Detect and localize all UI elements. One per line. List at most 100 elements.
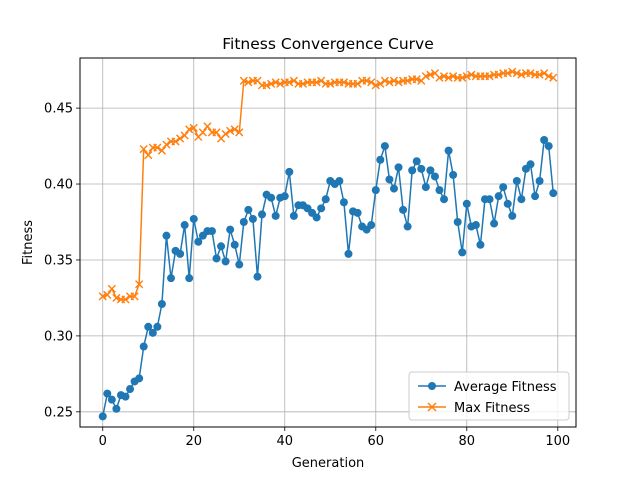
data-point (421, 183, 430, 192)
data-point (540, 136, 549, 144)
data-point (194, 237, 203, 246)
data-point (435, 186, 444, 195)
data-point (476, 240, 485, 249)
data-point (144, 151, 153, 160)
data-point (344, 249, 353, 258)
data-point (353, 208, 362, 217)
data-point (285, 78, 294, 87)
data-point (485, 195, 494, 204)
data-point (462, 72, 471, 81)
data-point (380, 142, 389, 151)
data-point (180, 221, 189, 230)
data-point (144, 322, 153, 331)
data-point (276, 79, 285, 88)
data-point (139, 342, 148, 351)
y-tick-label: 0.25 (44, 405, 73, 420)
data-point (412, 75, 421, 84)
data-point (403, 222, 412, 231)
data-point (107, 284, 116, 293)
data-point (535, 70, 544, 79)
data-point (121, 295, 130, 304)
data-point (189, 214, 198, 223)
data-point (449, 72, 458, 81)
data-point (248, 214, 257, 223)
data-point (312, 78, 321, 87)
data-point (298, 79, 308, 88)
data-point (353, 79, 362, 88)
x-tick-label: 80 (459, 434, 476, 449)
data-point (380, 76, 389, 85)
legend-marker-max (427, 402, 437, 412)
data-point (157, 300, 166, 308)
data-point (189, 123, 198, 132)
data-point (339, 198, 348, 207)
legend-label-max: Max Fitness (454, 401, 530, 416)
data-point (162, 140, 171, 149)
data-point (421, 72, 430, 81)
data-point (458, 73, 467, 82)
data-point (235, 260, 244, 269)
data-point (467, 70, 476, 79)
data-point (376, 155, 385, 164)
data-point (139, 145, 148, 154)
data-point (499, 183, 508, 192)
y-tick-label: 0.45 (44, 102, 73, 117)
data-point (226, 126, 235, 135)
data-point (494, 70, 503, 79)
data-point (112, 293, 121, 303)
x-axis-label: Generation (292, 456, 365, 471)
data-point (435, 73, 444, 82)
data-point (485, 72, 494, 81)
data-point (230, 125, 239, 134)
data-point (544, 142, 553, 151)
data-point (412, 157, 421, 166)
x-tick-label: 60 (368, 434, 385, 449)
data-point (362, 76, 371, 85)
data-point (212, 128, 221, 137)
data-point (458, 248, 467, 257)
data-point (503, 199, 512, 208)
data-point (526, 160, 535, 169)
data-point (408, 166, 417, 175)
data-point (262, 81, 271, 90)
data-point (171, 137, 180, 146)
data-point (285, 167, 294, 176)
y-tick-label: 0.30 (44, 329, 73, 344)
data-point (517, 195, 526, 204)
data-point (112, 404, 121, 413)
data-point (258, 210, 267, 219)
y-tick-label: 0.40 (44, 178, 73, 193)
data-point (126, 385, 135, 394)
data-point (430, 172, 439, 181)
data-point (385, 175, 394, 184)
data-point (471, 221, 480, 230)
data-point (244, 205, 253, 214)
data-point (512, 177, 521, 185)
data-point (230, 240, 239, 249)
data-point (371, 81, 380, 90)
y-tick-label: 0.35 (44, 253, 73, 268)
data-point (289, 76, 298, 85)
data-point (271, 78, 280, 87)
data-point (335, 177, 344, 185)
data-point (267, 79, 276, 88)
data-point (226, 225, 235, 234)
data-point (176, 134, 185, 143)
data-point (135, 374, 144, 383)
data-point (153, 143, 162, 152)
data-point (326, 79, 335, 88)
data-point (253, 272, 262, 281)
data-point (339, 78, 349, 87)
data-point (176, 249, 185, 258)
data-point (508, 211, 517, 220)
series-1 (98, 67, 558, 304)
data-point (289, 211, 298, 220)
data-point (239, 76, 248, 85)
data-point (271, 211, 280, 220)
data-point (494, 192, 503, 201)
data-point (148, 328, 157, 337)
data-point (490, 219, 499, 228)
data-point (367, 221, 376, 230)
data-point (439, 72, 449, 81)
